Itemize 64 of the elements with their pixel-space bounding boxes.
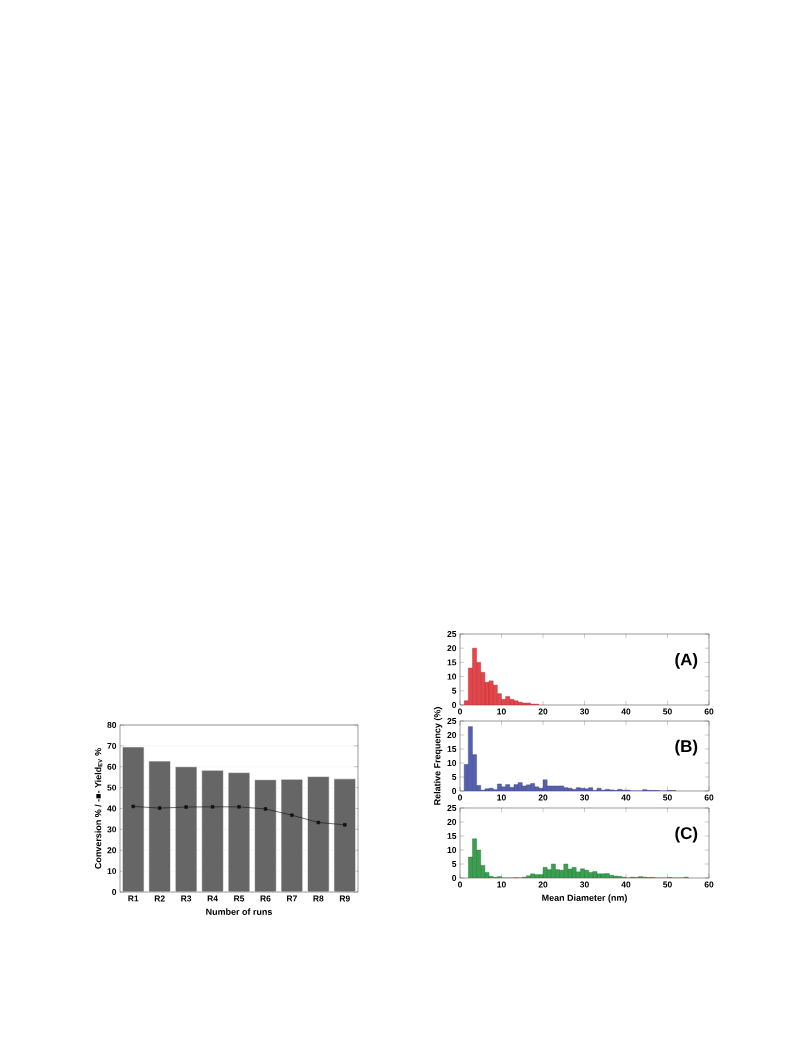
- x-tick-label: 10: [497, 794, 506, 801]
- x-tick-label: R7: [287, 895, 297, 902]
- y-tick-label: 15: [447, 833, 457, 839]
- y-tick-label: 20: [447, 732, 457, 738]
- y-tick-label: 10: [447, 847, 457, 853]
- y-tick-label: 5: [452, 774, 457, 780]
- y-tick-label: 15: [447, 659, 457, 666]
- y-tick-label: 20: [447, 819, 457, 825]
- y-tick-label: 70: [107, 742, 117, 749]
- y-tick-label: 60: [107, 763, 117, 770]
- x-tick-label: 40: [621, 794, 631, 801]
- x-axis-title: Number of runs: [206, 908, 273, 915]
- y-tick-label: 25: [447, 718, 457, 724]
- x-tick-label: 40: [621, 881, 631, 888]
- y-tick-label: 25: [447, 805, 457, 811]
- x-tick-label: 10: [497, 708, 506, 715]
- x-tick-label: R9: [339, 895, 350, 902]
- x-tick-label: R2: [154, 895, 165, 902]
- y-tick-label: 5: [452, 861, 457, 867]
- x-tick-label: 20: [538, 794, 548, 801]
- y-tick-label: 25: [447, 631, 457, 637]
- x-tick-label: R5: [234, 895, 245, 902]
- x-tick-label: 0: [457, 881, 463, 888]
- x-tick-label: 20: [538, 881, 548, 888]
- y-tick-label: 0: [452, 702, 457, 708]
- x-tick-label: 60: [704, 708, 714, 715]
- x-tick-label: R4: [207, 895, 218, 902]
- x-tick-label: 30: [579, 881, 589, 888]
- annotation: (A): [675, 653, 698, 669]
- y-tick-label: 20: [447, 645, 457, 652]
- y-tick-label: 30: [107, 826, 117, 833]
- y-tick-label: 15: [447, 746, 457, 752]
- y-axis-title: Conversion % / -■- Yield$_{EV}$ %: [94, 748, 103, 869]
- x-tick-label: R1: [128, 895, 139, 902]
- x-tick-label: 50: [663, 881, 672, 888]
- y-tick-label: 10: [107, 868, 117, 875]
- x-tick-label: 0: [457, 708, 463, 715]
- y-tick-label: 10: [447, 760, 457, 766]
- x-tick-label: R6: [260, 895, 271, 902]
- x-tick-label: 40: [621, 708, 631, 715]
- annotation: (B): [675, 739, 698, 756]
- x-tick-label: 60: [704, 881, 714, 888]
- x-tick-label: 20: [538, 708, 548, 715]
- x-tick-label: R3: [181, 895, 192, 902]
- x-axis-title: Mean Diameter (nm): [542, 894, 627, 903]
- x-tick-label: 50: [663, 794, 672, 801]
- x-tick-label: 50: [663, 708, 672, 715]
- x-tick-label: 60: [704, 794, 714, 801]
- x-tick-label: 0: [457, 794, 463, 801]
- y-tick-label: 40: [107, 805, 117, 812]
- x-tick-label: 30: [579, 708, 589, 715]
- y-tick-label: 20: [107, 847, 117, 854]
- y-tick-label: 10: [447, 673, 457, 680]
- y-tick-label: 50: [107, 784, 117, 791]
- y-tick-label: 0: [452, 788, 457, 794]
- annotation: (C): [675, 826, 698, 843]
- y-tick-label: 5: [452, 687, 457, 694]
- x-tick-label: 10: [497, 881, 506, 888]
- y-tick-label: 0: [452, 875, 457, 881]
- y-axis-title: Relative Frequency (%): [433, 707, 443, 805]
- y-tick-label: 80: [107, 722, 117, 728]
- y-tick-label: 0: [112, 889, 117, 895]
- x-tick-label: 30: [579, 794, 589, 801]
- x-tick-label: R8: [313, 895, 324, 902]
